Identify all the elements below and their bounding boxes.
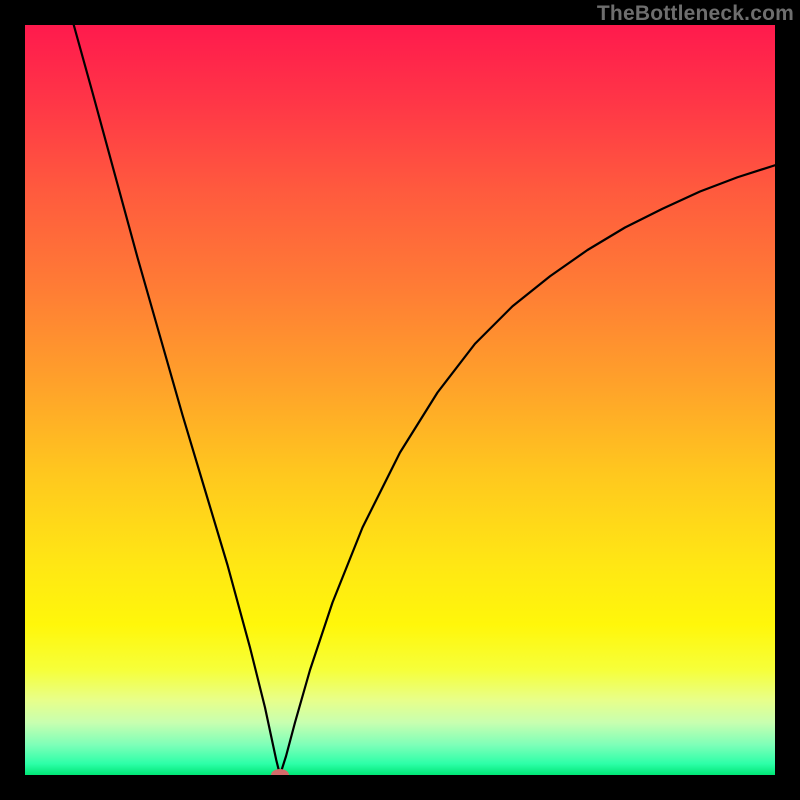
chart-frame: TheBottleneck.com (0, 0, 800, 800)
plot-svg (25, 25, 775, 775)
plot-area (25, 25, 775, 775)
watermark-text: TheBottleneck.com (597, 2, 794, 26)
gradient-background (25, 25, 775, 775)
